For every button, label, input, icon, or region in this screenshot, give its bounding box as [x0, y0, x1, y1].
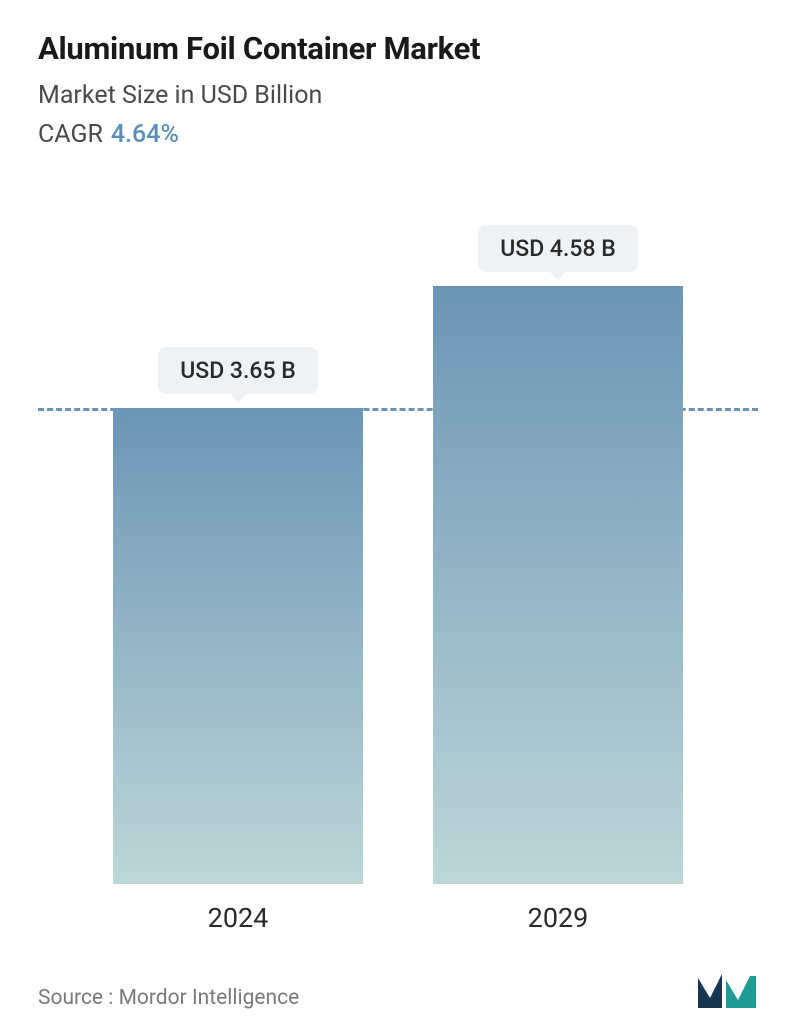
- bar-group-0: USD 3.65 B: [113, 189, 363, 884]
- bars-wrapper: USD 3.65 B USD 4.58 B: [38, 189, 758, 884]
- cagr-label: CAGR: [38, 120, 103, 149]
- x-label-0: 2024: [113, 902, 363, 934]
- chart-subtitle: Market Size in USD Billion: [38, 81, 758, 110]
- chart-footer: Source : Mordor Intelligence: [38, 970, 758, 1014]
- logo-path-dark: [698, 974, 722, 1008]
- logo-path-teal-1: [726, 980, 738, 1008]
- value-pill-1: USD 4.58 B: [478, 225, 638, 272]
- chart-container: Aluminum Foil Container Market Market Si…: [0, 0, 796, 1034]
- cagr-value: 4.64%: [111, 120, 179, 149]
- chart-title: Aluminum Foil Container Market: [38, 30, 758, 67]
- x-label-1: 2029: [433, 902, 683, 934]
- bar-1: [433, 286, 683, 884]
- value-pill-0: USD 3.65 B: [158, 347, 318, 394]
- bar-0: [113, 408, 363, 884]
- bar-group-1: USD 4.58 B: [433, 189, 683, 884]
- chart-plot-area: USD 3.65 B USD 4.58 B: [38, 189, 758, 884]
- source-text: Source : Mordor Intelligence: [38, 986, 299, 1010]
- cagr-row: CAGR 4.64%: [38, 120, 758, 149]
- brand-logo-icon: [696, 970, 758, 1010]
- x-axis: 2024 2029: [38, 884, 758, 934]
- logo-path-teal-2: [738, 976, 756, 1008]
